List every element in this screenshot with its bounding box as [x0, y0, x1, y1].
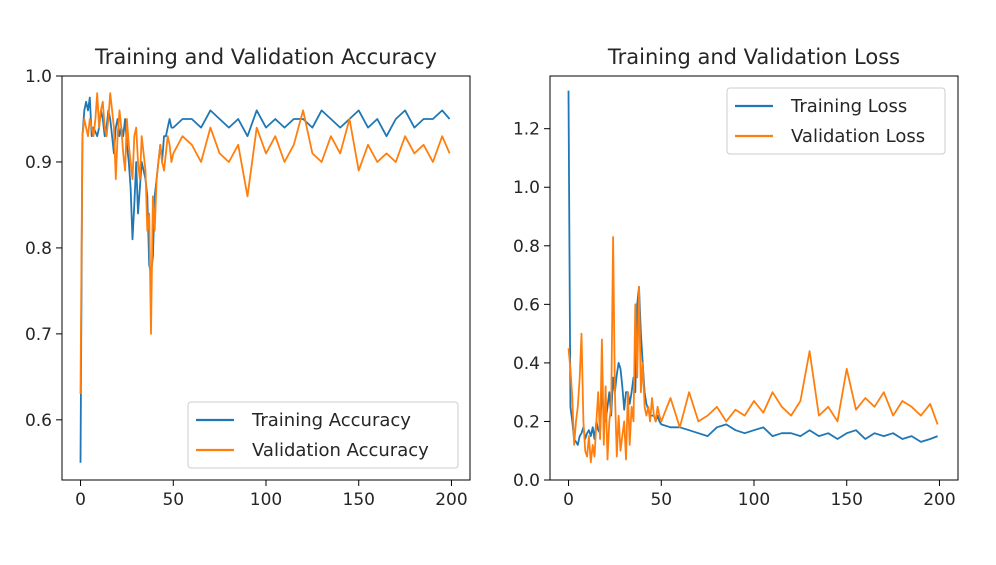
- loss-chart: Training and Validation Loss 0 50 100 150 200…: [513, 45, 959, 510]
- x-tick-label: 150: [831, 490, 863, 510]
- x-tick-label: 50: [650, 490, 672, 510]
- legend-label: Training Loss: [790, 96, 907, 117]
- x-tick-label: 200: [435, 490, 467, 510]
- legend-box: [726, 87, 946, 155]
- y-tick-label: 0.0: [513, 471, 540, 491]
- y-tick-label: 0.4: [513, 354, 540, 374]
- legend-label: Validation Loss: [791, 126, 925, 147]
- legend-box: [187, 401, 459, 469]
- x-tick-label: 50: [162, 490, 184, 510]
- y-tick-label: 1.0: [25, 67, 52, 87]
- x-tick-label: 0: [75, 490, 86, 510]
- chart-title: Training and Validation Loss: [607, 45, 900, 69]
- y-tick-label: 0.2: [513, 412, 540, 432]
- x-tick-label: 200: [923, 490, 955, 510]
- series-line-validation-accuracy: [79, 92, 451, 395]
- y-tick-label: 0.6: [513, 295, 540, 315]
- chart-title: Training and Validation Accuracy: [94, 45, 437, 69]
- legend: Training Loss Validation Loss: [726, 87, 946, 155]
- accuracy-chart: Training and Validation Accuracy 0 50 100 15…: [25, 45, 471, 510]
- y-tick-label: 0.7: [25, 325, 52, 345]
- y-tick-label: 1.0: [513, 178, 540, 198]
- x-tick-label: 100: [250, 490, 282, 510]
- legend-label: Training Accuracy: [251, 410, 411, 431]
- x-tick-label: 100: [738, 490, 770, 510]
- y-tick-label: 0.6: [25, 411, 52, 431]
- y-tick-label: 0.9: [25, 153, 52, 173]
- y-tick-label: 1.2: [513, 120, 540, 140]
- legend: Training Accuracy Validation Accuracy: [187, 401, 459, 469]
- legend-label: Validation Accuracy: [252, 440, 429, 461]
- y-tick-label: 0.8: [513, 237, 540, 257]
- y-tick-label: 0.8: [25, 239, 52, 259]
- series-line-validation-loss: [567, 236, 939, 464]
- x-tick-label: 150: [343, 490, 375, 510]
- x-tick-label: 0: [563, 490, 574, 510]
